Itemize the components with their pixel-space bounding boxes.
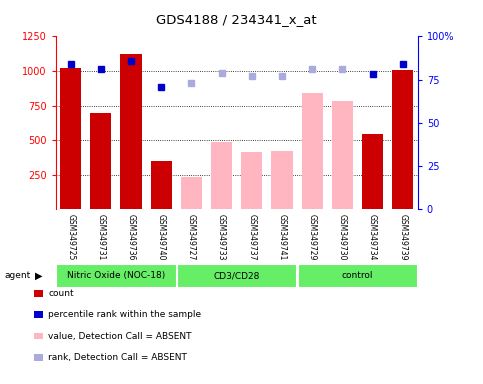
Text: GSM349741: GSM349741 xyxy=(277,214,286,260)
Text: GSM349731: GSM349731 xyxy=(96,214,105,260)
Text: GSM349725: GSM349725 xyxy=(66,214,75,260)
Text: GDS4188 / 234341_x_at: GDS4188 / 234341_x_at xyxy=(156,13,317,26)
Bar xyxy=(241,152,262,209)
Text: GSM349739: GSM349739 xyxy=(398,214,407,260)
Text: GSM349734: GSM349734 xyxy=(368,214,377,260)
Text: GSM349736: GSM349736 xyxy=(127,214,136,260)
Bar xyxy=(392,70,413,209)
Text: GSM349737: GSM349737 xyxy=(247,214,256,260)
FancyBboxPatch shape xyxy=(177,264,297,287)
Bar xyxy=(301,93,323,209)
Text: Nitric Oxide (NOC-18): Nitric Oxide (NOC-18) xyxy=(67,271,165,280)
Text: GSM349740: GSM349740 xyxy=(156,214,166,260)
Text: GSM349733: GSM349733 xyxy=(217,214,226,260)
Bar xyxy=(271,151,293,209)
Text: control: control xyxy=(341,271,373,280)
Text: GSM349729: GSM349729 xyxy=(308,214,317,260)
Text: GSM349727: GSM349727 xyxy=(187,214,196,260)
Bar xyxy=(90,113,112,209)
Bar xyxy=(120,55,142,209)
Text: ▶: ▶ xyxy=(35,270,43,281)
Text: GSM349730: GSM349730 xyxy=(338,214,347,260)
FancyBboxPatch shape xyxy=(56,264,176,287)
Text: rank, Detection Call = ABSENT: rank, Detection Call = ABSENT xyxy=(48,353,187,362)
Text: count: count xyxy=(48,289,74,298)
Text: value, Detection Call = ABSENT: value, Detection Call = ABSENT xyxy=(48,331,192,341)
Bar xyxy=(362,134,383,209)
Bar xyxy=(181,177,202,209)
Bar xyxy=(60,68,81,209)
Bar xyxy=(151,161,172,209)
Text: CD3/CD28: CD3/CD28 xyxy=(213,271,260,280)
Bar xyxy=(332,101,353,209)
Text: agent: agent xyxy=(5,271,31,280)
FancyBboxPatch shape xyxy=(298,264,417,287)
Bar xyxy=(211,142,232,209)
Text: percentile rank within the sample: percentile rank within the sample xyxy=(48,310,201,319)
